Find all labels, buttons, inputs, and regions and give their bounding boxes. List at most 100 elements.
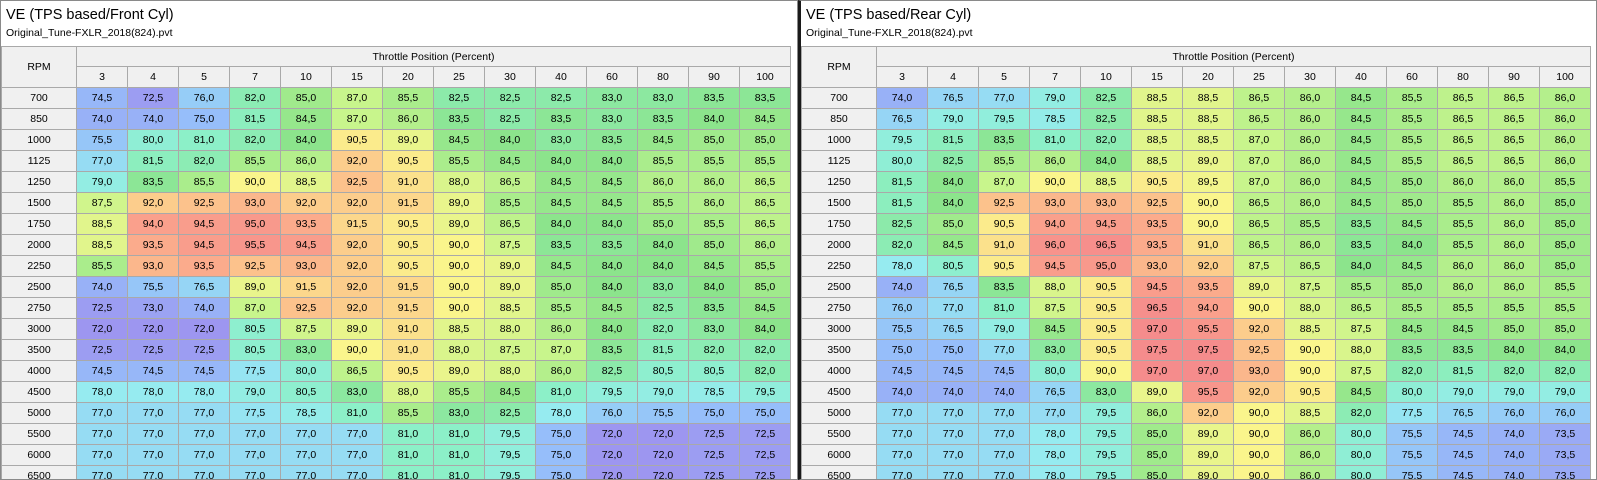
ve-cell[interactable]: 84,0 [637, 234, 689, 256]
ve-cell[interactable]: 75,5 [127, 276, 179, 298]
ve-cell[interactable]: 86,0 [382, 108, 434, 130]
ve-cell[interactable]: 81,0 [433, 444, 485, 466]
ve-cell[interactable]: 75,0 [927, 339, 979, 361]
ve-cell[interactable]: 85,0 [688, 129, 740, 151]
ve-cell[interactable]: 75,0 [178, 108, 230, 130]
ve-cell[interactable]: 81,5 [127, 150, 179, 172]
ve-cell[interactable]: 85,5 [1386, 129, 1438, 151]
column-header[interactable]: 3 [76, 66, 128, 88]
ve-cell[interactable]: 82,5 [535, 87, 587, 109]
row-header[interactable]: 6500 [801, 465, 877, 479]
ve-cell[interactable]: 76,0 [178, 87, 230, 109]
ve-cell[interactable]: 87,0 [1233, 129, 1285, 151]
ve-cell[interactable]: 75,0 [876, 339, 928, 361]
ve-cell[interactable]: 85,5 [1386, 150, 1438, 172]
ve-cell[interactable]: 86,5 [1437, 87, 1489, 109]
ve-cell[interactable]: 79,0 [1488, 381, 1540, 403]
ve-cell[interactable]: 86,0 [1488, 234, 1540, 256]
row-header[interactable]: 1125 [801, 150, 877, 172]
ve-cell[interactable]: 85,0 [1488, 318, 1540, 340]
ve-cell[interactable]: 72,0 [76, 318, 128, 340]
ve-cell[interactable]: 80,0 [127, 129, 179, 151]
ve-cell[interactable]: 84,0 [535, 213, 587, 235]
ve-cell[interactable]: 86,0 [1131, 402, 1183, 424]
row-header[interactable]: 850 [801, 108, 877, 130]
ve-cell[interactable]: 77,0 [978, 444, 1030, 466]
ve-cell[interactable]: 84,5 [535, 171, 587, 193]
ve-cell[interactable]: 90,5 [331, 129, 383, 151]
ve-cell[interactable]: 74,0 [76, 276, 128, 298]
ve-cell[interactable]: 79,5 [1080, 402, 1132, 424]
ve-cell[interactable]: 90,5 [1080, 297, 1132, 319]
row-header[interactable]: 850 [1, 108, 77, 130]
ve-cell[interactable]: 93,5 [178, 255, 230, 277]
ve-cell[interactable]: 90,0 [1182, 213, 1234, 235]
row-header[interactable]: 2750 [801, 297, 877, 319]
ve-cell[interactable]: 83,0 [586, 87, 638, 109]
ve-cell[interactable]: 88,0 [484, 318, 536, 340]
ve-cell[interactable]: 90,0 [433, 234, 485, 256]
ve-cell[interactable]: 89,0 [433, 192, 485, 214]
ve-cell[interactable]: 83,5 [127, 171, 179, 193]
ve-cell[interactable]: 77,0 [229, 423, 281, 445]
ve-cell[interactable]: 90,0 [1284, 360, 1336, 382]
ve-cell[interactable]: 77,5 [1386, 402, 1438, 424]
ve-cell[interactable]: 83,5 [535, 234, 587, 256]
row-header[interactable]: 1750 [1, 213, 77, 235]
ve-cell[interactable]: 90,5 [382, 360, 434, 382]
ve-cell[interactable]: 82,5 [433, 87, 485, 109]
ve-cell[interactable]: 85,5 [1437, 192, 1489, 214]
ve-cell[interactable]: 83,5 [586, 339, 638, 361]
ve-cell[interactable]: 83,0 [280, 339, 332, 361]
ve-cell[interactable]: 85,0 [1386, 192, 1438, 214]
ve-cell[interactable]: 91,0 [1182, 234, 1234, 256]
column-header[interactable]: 100 [739, 66, 791, 88]
ve-cell[interactable]: 90,5 [1131, 171, 1183, 193]
ve-cell[interactable]: 72,5 [688, 444, 740, 466]
ve-cell[interactable]: 92,5 [1131, 192, 1183, 214]
ve-cell[interactable]: 86,0 [1284, 129, 1336, 151]
ve-cell[interactable]: 78,0 [127, 381, 179, 403]
ve-cell[interactable]: 85,5 [739, 150, 791, 172]
ve-cell[interactable]: 80,0 [1335, 423, 1387, 445]
ve-cell[interactable]: 84,5 [1335, 129, 1387, 151]
ve-cell[interactable]: 90,0 [433, 255, 485, 277]
ve-cell[interactable]: 77,0 [178, 402, 230, 424]
ve-cell[interactable]: 74,0 [1488, 465, 1540, 479]
ve-cell[interactable]: 86,5 [1488, 129, 1540, 151]
ve-cell[interactable]: 81,5 [927, 129, 979, 151]
ve-cell[interactable]: 77,0 [178, 465, 230, 479]
ve-cell[interactable]: 92,5 [280, 297, 332, 319]
ve-cell[interactable]: 84,0 [586, 213, 638, 235]
ve-cell[interactable]: 86,0 [688, 171, 740, 193]
ve-cell[interactable]: 86,0 [1539, 108, 1591, 130]
row-header[interactable]: 4500 [801, 381, 877, 403]
ve-cell[interactable]: 94,5 [178, 234, 230, 256]
ve-cell[interactable]: 92,0 [127, 192, 179, 214]
column-header[interactable]: 30 [1284, 66, 1336, 88]
ve-cell[interactable]: 86,5 [1488, 150, 1540, 172]
ve-cell[interactable]: 85,5 [433, 381, 485, 403]
ve-cell[interactable]: 86,5 [484, 213, 536, 235]
ve-cell[interactable]: 73,0 [127, 297, 179, 319]
ve-cell[interactable]: 84,0 [1539, 339, 1591, 361]
ve-cell[interactable]: 89,0 [1182, 444, 1234, 466]
ve-cell[interactable]: 72,5 [739, 444, 791, 466]
column-header[interactable]: 10 [280, 66, 332, 88]
ve-cell[interactable]: 85,0 [1386, 276, 1438, 298]
ve-cell[interactable]: 82,5 [484, 402, 536, 424]
ve-cell[interactable]: 85,5 [739, 255, 791, 277]
ve-cell[interactable]: 92,5 [178, 192, 230, 214]
ve-cell[interactable]: 77,0 [876, 423, 928, 445]
ve-cell[interactable]: 84,5 [637, 129, 689, 151]
ve-cell[interactable]: 87,0 [331, 108, 383, 130]
row-header[interactable]: 700 [801, 87, 877, 109]
ve-cell[interactable]: 75,0 [535, 465, 587, 479]
ve-cell[interactable]: 77,0 [876, 444, 928, 466]
ve-cell[interactable]: 80,0 [280, 360, 332, 382]
row-header[interactable]: 4000 [801, 360, 877, 382]
ve-cell[interactable]: 82,0 [1080, 129, 1132, 151]
ve-cell[interactable]: 93,5 [1182, 276, 1234, 298]
ve-cell[interactable]: 83,0 [637, 276, 689, 298]
ve-cell[interactable]: 80,0 [1386, 381, 1438, 403]
